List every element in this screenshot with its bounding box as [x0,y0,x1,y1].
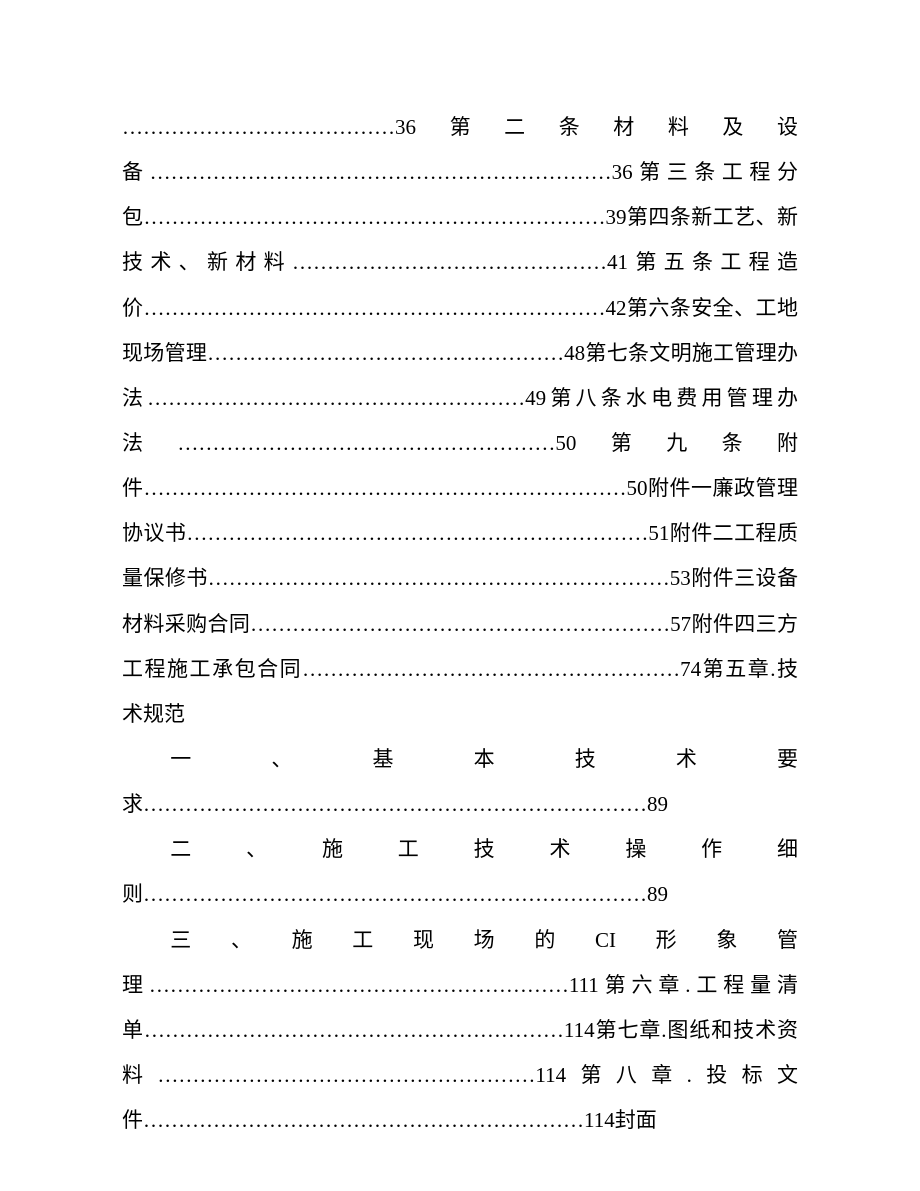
toc-block-2: 一、基本技术要求………………………………………………………………89 [122,737,798,827]
toc-block-3: 二、施工技术操作细则………………………………………………………………89 [122,827,798,917]
toc-block-1: …………………………………36第二条材料及设备……………………………………………… [122,105,798,737]
document-body: …………………………………36第二条材料及设备……………………………………………… [122,105,798,1143]
toc-block-4: 三、施工现场的CI形象管理……………………………………………………111第六章.… [122,918,798,1144]
